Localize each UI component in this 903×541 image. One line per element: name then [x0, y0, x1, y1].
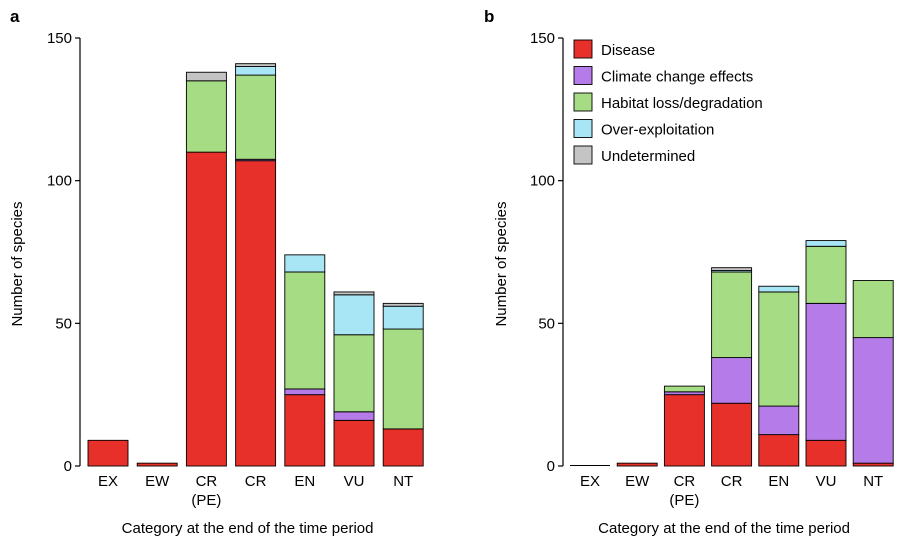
bar-segment-undetermined: [235, 63, 277, 67]
x-tick-label: EN: [768, 473, 789, 490]
x-tick-label: CR (PE): [669, 473, 699, 509]
bar-segment-undetermined: [382, 302, 424, 307]
bar-segment-habitat-loss-degradation: [235, 74, 277, 160]
x-tick-label: NT: [393, 473, 413, 490]
bar-segment-over-exploitation: [235, 66, 277, 76]
x-tick-label: VU: [816, 473, 837, 490]
bar-segment-over-exploitation: [805, 240, 847, 247]
x-tick-label: CR: [721, 473, 743, 490]
bar-segment-habitat-loss-degradation: [382, 328, 424, 430]
x-tick-label-line: VU: [344, 473, 365, 490]
bar-segment-disease: [284, 394, 326, 467]
bar-segment-disease: [663, 394, 705, 467]
legend-entry: Undetermined: [601, 148, 695, 165]
x-tick-label-line: EX: [98, 473, 118, 490]
x-tick-label: EX: [580, 473, 600, 490]
bar-segment-habitat-loss-degradation: [805, 245, 847, 304]
bar-segment-climate-change-effects: [284, 388, 326, 396]
x-tick-label-line: CR: [721, 473, 743, 490]
bar-segment-climate-change-effects: [711, 357, 753, 404]
y-tick-label: 150: [47, 30, 72, 47]
panel-a: a 0 50 100 150 Number of species EX EW CR (PE) CR E…: [9, 7, 424, 537]
x-axis-label: Category at the end of the time period: [598, 520, 850, 537]
bar-segment-habitat-loss-degradation: [284, 271, 326, 390]
bar-segment-climate-change-effects: [333, 411, 375, 421]
y-axis-label: Number of species: [493, 201, 510, 326]
x-axis-label: Category at the end of the time period: [122, 520, 374, 537]
legend-entry: Habitat loss/degradation: [601, 95, 763, 112]
x-tick-label-line: CR: [674, 473, 696, 490]
bar-segment-disease: [616, 462, 658, 467]
y-tick-label: 100: [530, 173, 555, 190]
bar-segment-habitat-loss-degradation: [185, 80, 227, 153]
legend-entry: Climate change effects: [601, 69, 753, 86]
x-tick-label: EW: [145, 473, 170, 490]
x-tick-label-line: EX: [580, 473, 600, 490]
bar-segment-over-exploitation: [333, 294, 375, 336]
x-tick-label-line: (PE): [191, 492, 221, 509]
x-tick-label-line: EW: [625, 473, 650, 490]
panel-label: b: [484, 7, 494, 26]
bar-segment-climate-change-effects: [805, 302, 847, 441]
x-tick-label: CR: [245, 473, 267, 490]
bar-segment-undetermined: [711, 267, 753, 271]
panel-label: a: [10, 7, 20, 26]
x-tick-label-line: (PE): [669, 492, 699, 509]
x-tick-label-line: EN: [294, 473, 315, 490]
x-tick-label: VU: [344, 473, 365, 490]
legend-swatch: [573, 39, 593, 59]
y-tick-label: 50: [55, 315, 72, 332]
legend-swatch: [573, 92, 593, 112]
bar-segment-climate-change-effects: [852, 337, 894, 464]
bar-segment-habitat-loss-degradation: [663, 385, 705, 393]
y-axis-label: Number of species: [9, 201, 26, 326]
bar-segment-disease: [235, 160, 277, 467]
x-tick-label: NT: [863, 473, 883, 490]
bar-segment-disease: [382, 428, 424, 467]
bar-segment-habitat-loss-degradation: [711, 271, 753, 359]
bar-segment-climate-change-effects: [758, 405, 800, 436]
y-tick-label: 150: [530, 30, 555, 47]
bar-segment-disease: [185, 151, 227, 467]
bar-segment-habitat-loss-degradation: [852, 280, 894, 339]
x-tick-label-line: CR: [196, 473, 218, 490]
bar-segment-disease: [758, 434, 800, 467]
y-tick-label: 0: [547, 458, 555, 475]
x-tick-label-line: NT: [393, 473, 413, 490]
x-tick-label: EX: [98, 473, 118, 490]
legend-swatch: [573, 66, 593, 85]
x-tick-label: EW: [625, 473, 650, 490]
bar-segment-disease: [711, 402, 753, 467]
x-tick-label-line: VU: [816, 473, 837, 490]
bar-segment-disease: [333, 419, 375, 467]
bar-segment-over-exploitation: [284, 254, 326, 273]
x-tick-label-line: EW: [145, 473, 170, 490]
bar-segment-disease: [136, 462, 178, 467]
bar-segment-habitat-loss-degradation: [758, 291, 800, 407]
bar-segment-undetermined: [333, 291, 375, 296]
y-tick-label: 0: [64, 458, 72, 475]
y-tick-label: 50: [538, 315, 555, 332]
x-tick-label-line: CR: [245, 473, 267, 490]
legend-entry: Disease: [601, 42, 655, 59]
legend-entry: Over-exploitation: [601, 122, 714, 139]
bar-segment-disease: [87, 439, 129, 467]
x-tick-label: EN: [294, 473, 315, 490]
y-tick-label: 100: [47, 173, 72, 190]
panel-b: b 0 50 100 150 Number of species EX EW CR (PE) CR E…: [484, 7, 894, 537]
bar-segment-undetermined: [185, 71, 227, 82]
x-tick-label-line: NT: [863, 473, 883, 490]
legend-swatch: [573, 119, 593, 138]
x-tick-label: CR (PE): [191, 473, 221, 509]
bar-segment-over-exploitation: [382, 305, 424, 330]
legend: Disease Climate change effects Habitat los…: [573, 39, 763, 165]
x-tick-label-line: EN: [768, 473, 789, 490]
bar-segment-habitat-loss-degradation: [333, 334, 375, 413]
legend-swatch: [573, 145, 593, 165]
bar-segment-over-exploitation: [758, 285, 800, 293]
bar-segment-disease: [805, 439, 847, 467]
